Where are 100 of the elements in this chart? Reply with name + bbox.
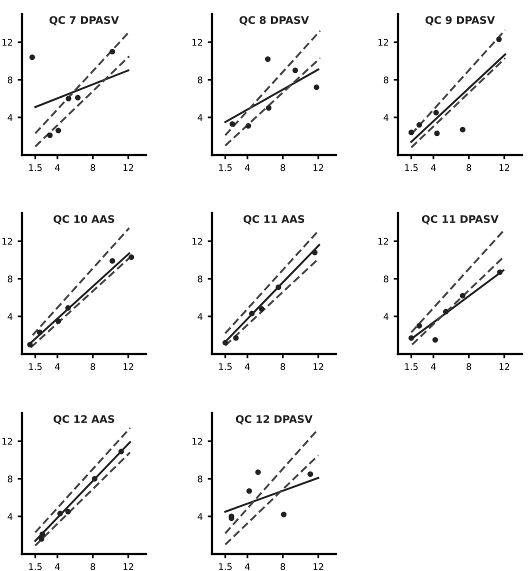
chart-title: QC 12 DPASV	[236, 415, 313, 424]
point	[249, 310, 255, 316]
x-tick-label: 1.5	[405, 363, 418, 370]
point	[230, 121, 236, 127]
y-tick-label: 8	[198, 476, 202, 482]
point	[47, 132, 53, 138]
x-tick-label: 12	[500, 363, 510, 370]
x-tick-label: 8	[466, 164, 472, 172]
x-tick-label: 1.5	[405, 164, 418, 172]
y-tick-label: 4	[198, 313, 202, 320]
point	[434, 130, 440, 136]
point	[416, 122, 422, 128]
point	[314, 84, 320, 90]
point	[128, 254, 134, 260]
point	[92, 476, 98, 482]
point	[432, 337, 438, 343]
x-tick-label: 1.5	[29, 164, 42, 172]
point	[36, 330, 42, 336]
point	[29, 54, 35, 60]
x-tick-label: 4	[245, 164, 250, 171]
y-tick-label: 12	[192, 438, 202, 445]
x-tick-label: 8	[90, 563, 96, 570]
x-tick-label: 1.5	[29, 363, 42, 370]
point	[40, 531, 46, 538]
y-tick-label: 12	[378, 238, 388, 245]
point	[280, 512, 287, 518]
x-tick-label: 4	[431, 164, 436, 171]
point	[56, 128, 62, 134]
x-tick-label: 4	[55, 563, 60, 570]
y-tick-label: 4	[8, 513, 12, 520]
point	[222, 340, 228, 346]
x-tick-label: 12	[124, 164, 134, 171]
point	[255, 469, 261, 475]
y-tick-label: 8	[384, 76, 388, 84]
point	[110, 48, 116, 54]
chart-title: QC 8 DPASV	[240, 16, 309, 26]
point	[118, 448, 124, 454]
y-tick-label: 8	[384, 276, 388, 282]
point	[57, 510, 63, 516]
y-tick-label: 8	[8, 76, 12, 84]
y-tick-label: 12	[192, 38, 202, 46]
x-tick-label: 4	[55, 363, 60, 370]
x-tick-label: 1.5	[29, 563, 42, 570]
x-tick-label: 8	[280, 563, 286, 570]
point	[66, 96, 72, 102]
y-tick-label: 12	[2, 438, 12, 445]
point	[460, 292, 466, 298]
y-tick-label: 12	[378, 38, 388, 46]
y-tick-label: 12	[2, 238, 12, 245]
x-tick-label: 1.5	[219, 164, 232, 172]
x-tick-label: 12	[314, 164, 324, 171]
point	[408, 130, 414, 136]
chart-title: QC 12 AAS	[54, 415, 114, 424]
y-tick-label: 12	[192, 238, 202, 245]
point	[292, 68, 298, 74]
y-tick-label: 4	[384, 114, 388, 121]
point	[56, 318, 62, 324]
y-tick-label: 8	[8, 276, 12, 282]
point	[65, 305, 71, 311]
x-tick-label: 4	[245, 363, 250, 370]
x-tick-label: 12	[124, 363, 134, 370]
point	[246, 123, 252, 129]
y-tick-label: 8	[8, 476, 12, 482]
x-tick-label: 8	[90, 363, 96, 370]
x-tick-label: 12	[314, 363, 324, 370]
point	[27, 342, 33, 348]
chart-title: QC 7 DPASV	[50, 16, 119, 26]
y-tick-label: 12	[2, 38, 12, 46]
x-tick-label: 4	[431, 363, 436, 370]
x-tick-label: 1.5	[219, 563, 232, 570]
chart-title: QC 11 DPASV	[422, 215, 499, 224]
point	[258, 306, 264, 312]
chart-title: QC 10 AAS	[54, 215, 114, 224]
point	[276, 284, 282, 290]
point	[497, 269, 503, 275]
x-tick-label: 12	[500, 164, 510, 171]
point	[416, 323, 422, 329]
chart-title: QC 11 AAS	[244, 215, 304, 224]
point	[408, 335, 414, 341]
point	[312, 250, 318, 256]
point	[265, 56, 271, 62]
point	[443, 308, 449, 314]
y-tick-label: 8	[198, 76, 202, 84]
point	[266, 105, 272, 111]
y-tick-label: 4	[384, 313, 388, 320]
y-tick-label: 8	[198, 276, 202, 282]
x-tick-label: 8	[90, 164, 96, 172]
x-tick-label: 12	[124, 563, 134, 570]
point	[433, 110, 439, 116]
x-tick-label: 12	[314, 563, 324, 570]
chart-title: QC 9 DPASV	[426, 16, 495, 26]
y-tick-label: 4	[8, 313, 12, 320]
point	[246, 488, 252, 494]
y-tick-label: 4	[8, 114, 12, 121]
point	[233, 335, 239, 341]
y-tick-label: 4	[198, 114, 202, 121]
x-tick-label: 1.5	[219, 363, 232, 370]
point	[75, 94, 81, 100]
x-tick-label: 8	[280, 363, 286, 370]
y-tick-label: 4	[198, 513, 202, 520]
